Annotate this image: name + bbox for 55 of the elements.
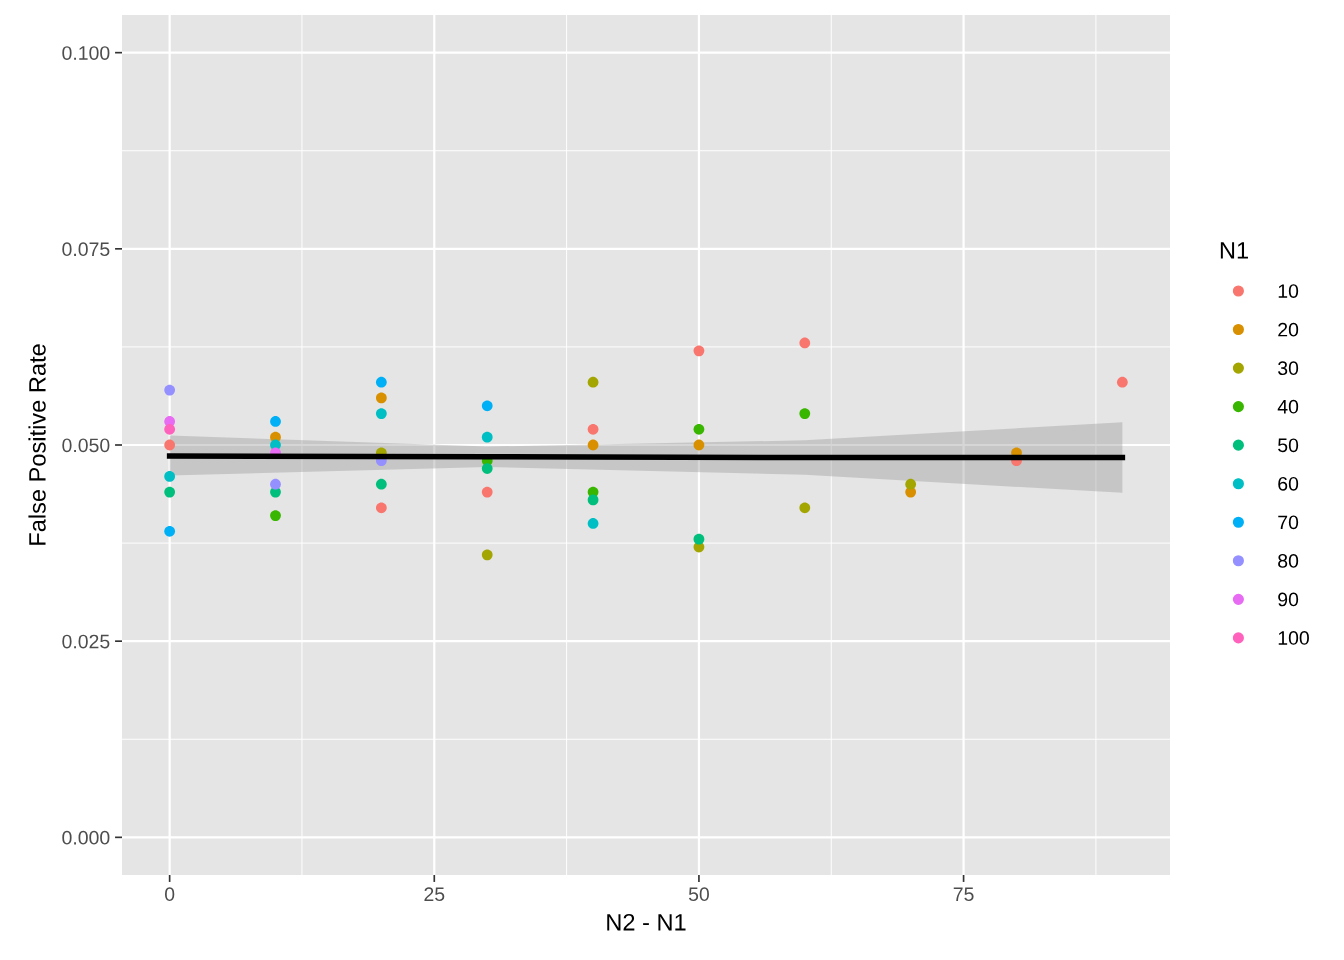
point bbox=[375, 376, 387, 388]
legend-title: N1 bbox=[1220, 242, 1248, 259]
legend-label: 10 bbox=[1278, 284, 1299, 298]
point bbox=[270, 510, 281, 521]
point bbox=[799, 337, 811, 349]
point bbox=[164, 486, 176, 498]
y-tick-label: 0.025 bbox=[62, 634, 110, 649]
legend-label: 70 bbox=[1278, 515, 1299, 530]
point bbox=[481, 549, 493, 561]
point bbox=[587, 423, 599, 435]
y-tick-label: 0.050 bbox=[62, 438, 110, 453]
x-tick-label: 50 bbox=[688, 887, 709, 902]
point bbox=[481, 463, 493, 474]
point bbox=[481, 486, 493, 498]
y-tick-label: 0.000 bbox=[62, 830, 110, 845]
point bbox=[587, 518, 599, 529]
point bbox=[164, 439, 176, 451]
point bbox=[481, 431, 493, 443]
legend-label: 30 bbox=[1278, 361, 1299, 376]
legend-label: 20 bbox=[1278, 322, 1299, 337]
legend-label: 50 bbox=[1278, 438, 1299, 453]
x-tick-label: 0 bbox=[164, 887, 175, 902]
legend-label: 40 bbox=[1277, 399, 1299, 414]
point bbox=[375, 408, 387, 419]
point bbox=[693, 533, 705, 545]
point bbox=[1116, 376, 1128, 388]
point bbox=[799, 408, 811, 419]
legend-label: 90 bbox=[1278, 592, 1299, 607]
point bbox=[164, 423, 176, 435]
point bbox=[375, 502, 387, 514]
y-tick-label: 0.075 bbox=[62, 242, 110, 257]
point bbox=[905, 478, 917, 490]
legend-label: 100 bbox=[1278, 631, 1309, 645]
x-tick-label: 75 bbox=[953, 887, 974, 902]
y-tick-label: 0.100 bbox=[62, 46, 110, 60]
point bbox=[481, 400, 493, 412]
point bbox=[587, 494, 599, 506]
point bbox=[587, 439, 599, 451]
point bbox=[375, 392, 387, 404]
point bbox=[375, 478, 387, 490]
point bbox=[799, 502, 811, 514]
point bbox=[270, 478, 281, 490]
y-axis-title: False Positive Rate bbox=[28, 344, 46, 545]
x-tick-label: 25 bbox=[424, 887, 445, 902]
point bbox=[164, 384, 176, 396]
point bbox=[164, 525, 176, 537]
legend-label: 60 bbox=[1278, 476, 1299, 491]
point bbox=[693, 423, 705, 435]
point bbox=[270, 416, 281, 427]
legend-label: 80 bbox=[1278, 554, 1299, 568]
point bbox=[693, 439, 705, 451]
point bbox=[164, 471, 176, 482]
point bbox=[693, 345, 705, 357]
point bbox=[587, 376, 599, 388]
x-axis-title: N2 - N1 bbox=[607, 913, 686, 931]
